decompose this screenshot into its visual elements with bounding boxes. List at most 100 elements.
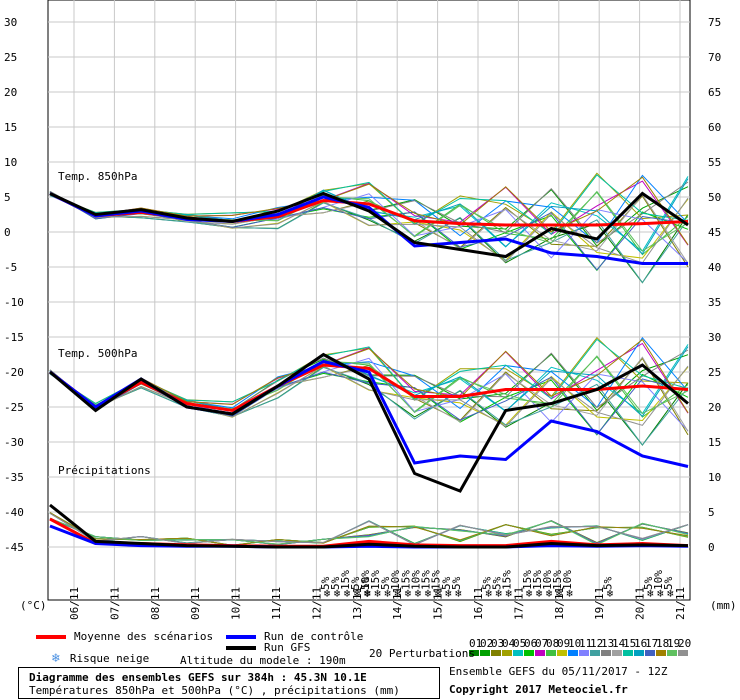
right-tick-label: 5 xyxy=(708,506,715,519)
perturbation-id: 03 xyxy=(491,637,504,650)
ensemble-info: Ensemble GEFS du 05/11/2017 - 12Z xyxy=(449,666,668,678)
perturbation-swatch xyxy=(634,650,644,656)
perturbation-swatch xyxy=(535,650,545,656)
x-tick-label: 06/11 xyxy=(68,587,81,620)
perturbation-swatch xyxy=(623,650,633,656)
left-tick-label: 10 xyxy=(4,156,17,169)
perturbation-swatch xyxy=(502,650,512,656)
legend-mean: Moyenne des scénarios xyxy=(36,631,213,643)
legend-gfs-label: Run GFS xyxy=(264,641,311,654)
snow-risk-pct: 15% xyxy=(531,570,544,590)
legend-gfs-swatch xyxy=(226,646,256,650)
legend-control-swatch xyxy=(226,635,256,639)
right-tick-label: 40 xyxy=(708,261,721,274)
right-tick-label: 30 xyxy=(708,331,721,344)
snowflake-icon: ❄ xyxy=(445,587,452,600)
perturbation-swatch xyxy=(546,650,556,656)
left-tick-label: -40 xyxy=(4,506,24,519)
perturbation-precip-line xyxy=(49,512,689,545)
snowflake-icon: ❄ xyxy=(364,587,371,600)
right-tick-label: 60 xyxy=(708,121,721,134)
snow-risk-pct: 5% xyxy=(480,576,493,590)
perturbation-id: 20 xyxy=(678,637,691,650)
right-tick-label: 70 xyxy=(708,51,721,64)
perturbation-id: 18 xyxy=(656,637,669,650)
x-tick-label: 17/11 xyxy=(512,587,525,620)
left-tick-label: -35 xyxy=(4,471,24,484)
chart-subtitle: Températures 850hPa et 500hPa (°C) , pré… xyxy=(29,684,400,697)
perturbation-id: 04 xyxy=(502,637,516,650)
title-box: Diagramme des ensembles GEFS sur 384h : … xyxy=(18,667,440,699)
snow-risk-pct: 15% xyxy=(420,570,433,590)
perturbation-swatch xyxy=(480,650,490,656)
ensemble-run-label: Ensemble GEFS du 05/11/2017 - 12Z xyxy=(449,665,668,678)
legend-gfs: Run GFS xyxy=(226,642,310,654)
snow-risk-pct: 10% xyxy=(652,570,665,590)
snowflake-icon: ❄ xyxy=(52,651,60,666)
x-tick-label: 11/11 xyxy=(270,587,283,620)
snowflake-icon: ❄ xyxy=(495,587,502,600)
perturbation-id: 07 xyxy=(535,637,548,650)
snow-risk-pct: 5% xyxy=(349,576,362,590)
left-tick-label: 20 xyxy=(4,86,17,99)
perturbation-swatch xyxy=(645,650,655,656)
snow-risk-pct: 15% xyxy=(521,570,534,590)
legend-mean-swatch xyxy=(36,635,66,639)
snow-risk-pct: 5% xyxy=(319,576,332,590)
right-tick-label: 55 xyxy=(708,156,721,169)
perturbation-id: 16 xyxy=(634,637,647,650)
perturbation-id: 01 xyxy=(469,637,482,650)
left-tick-label: -15 xyxy=(4,331,24,344)
legend-snow: ❄ Risque neige xyxy=(52,651,150,666)
perturbation-id: 08 xyxy=(546,637,559,650)
legend-snow-label: Risque neige xyxy=(69,652,150,665)
left-tick-label: -5 xyxy=(4,261,17,274)
perturbation-line xyxy=(49,365,689,428)
legend-control-label: Run de contrôle xyxy=(264,630,364,643)
snowflake-icon: ❄ xyxy=(425,587,432,600)
perturbation-id: 15 xyxy=(623,637,636,650)
snow-risk-pct: 15% xyxy=(551,570,564,590)
perturbation-id: 05 xyxy=(513,637,526,650)
panel-label-precip: Précipitations xyxy=(58,464,151,477)
x-tick-label: 16/11 xyxy=(472,587,485,620)
snowflake-icon: ❄ xyxy=(324,587,331,600)
snow-risk-pct: 10% xyxy=(410,570,423,590)
left-tick-label: -45 xyxy=(4,541,24,554)
perturbation-swatch xyxy=(557,650,567,656)
snowflake-icon: ❄ xyxy=(384,587,391,600)
snow-risk-pct: 10% xyxy=(541,570,554,590)
snowflake-icon: ❄ xyxy=(435,587,442,600)
right-tick-label: 15 xyxy=(708,436,721,449)
perturbation-swatch xyxy=(579,650,589,656)
perturbation-swatch xyxy=(568,650,578,656)
perturbation-id: 02 xyxy=(480,637,493,650)
right-tick-label: 10 xyxy=(708,471,721,484)
right-tick-label: 20 xyxy=(708,401,721,414)
x-tick-label: 19/11 xyxy=(593,587,606,620)
perturbation-line xyxy=(49,176,689,245)
x-tick-label: 09/11 xyxy=(189,587,202,620)
panel-label-t500: Temp. 500hPa xyxy=(58,347,137,360)
snow-risk-pct: 5% xyxy=(450,576,463,590)
x-tick-label: 10/11 xyxy=(230,587,243,620)
snow-risk-pct: 5% xyxy=(490,576,503,590)
plot-frame xyxy=(47,0,691,601)
perturbation-id: 09 xyxy=(557,637,570,650)
snowflake-icon: ❄ xyxy=(667,587,674,600)
snow-risk-pct: 5% xyxy=(329,576,342,590)
snow-risk-pct: 5% xyxy=(440,576,453,590)
snow-risk-pct: 5% xyxy=(642,576,655,590)
perturbation-id: 19 xyxy=(667,637,680,650)
right-tick-label: 25 xyxy=(708,366,721,379)
snowflake-icon: ❄ xyxy=(415,587,422,600)
x-tick-label: 13/11 xyxy=(351,587,364,620)
right-tick-label: 35 xyxy=(708,296,721,309)
x-tick-label: 07/11 xyxy=(108,587,121,620)
left-tick-label: -30 xyxy=(4,436,24,449)
x-tick-label: 14/11 xyxy=(391,587,404,620)
perturbation-id: 14 xyxy=(612,637,626,650)
snowflake-icon: ❄ xyxy=(647,587,654,600)
snow-risk-pct: 10% xyxy=(359,570,372,590)
